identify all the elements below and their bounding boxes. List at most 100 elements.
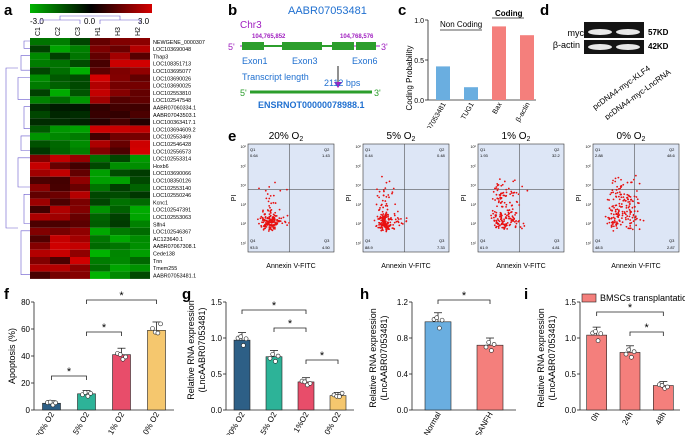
flow-dot (512, 180, 515, 183)
flow-dot (497, 225, 500, 228)
flow-dot (270, 202, 273, 205)
heatmap-cell (50, 96, 70, 104)
heatmap-cell (70, 118, 90, 126)
arrow-down-icon (334, 82, 342, 88)
y-tick-label: 1.0 (211, 334, 223, 343)
flow-dot (624, 216, 627, 219)
flow-dot (385, 223, 388, 226)
flow-dot (612, 229, 615, 232)
quad-q1-label: Q1 (595, 147, 601, 152)
y-tick-label: 0.0 (565, 406, 577, 415)
data-point (302, 379, 307, 385)
flow-dot (380, 219, 383, 222)
flow-dot (494, 199, 496, 201)
gene-start: 104,765,852 (252, 34, 286, 40)
heatmap-color-scale (30, 4, 152, 13)
significance-bracket (273, 327, 307, 332)
heatmap-cell (90, 154, 110, 163)
flow-y-tick: 10⁵ (356, 164, 362, 168)
dendrogram-branch (23, 106, 30, 129)
quad-q2-label: Q2 (324, 147, 330, 152)
data-point (595, 338, 601, 343)
flow-dot (608, 207, 611, 210)
heatmap-cell (90, 132, 110, 141)
heatmap-cell (50, 81, 70, 90)
flow-dot (268, 223, 270, 226)
heatmap-cell (70, 74, 90, 82)
flow-dot (262, 221, 265, 224)
flow-dot (376, 194, 379, 197)
flow-y-tick: 10¹ (471, 241, 477, 245)
flow-dot (388, 180, 391, 183)
flow-dot (631, 206, 634, 209)
heatmap-cell (70, 140, 90, 148)
flow-dot (630, 181, 633, 184)
noncoding-label: Non Coding (440, 20, 482, 29)
scale-low: -3.0 (30, 17, 44, 26)
flow-dot (268, 213, 271, 216)
flow-dot (611, 221, 613, 224)
heatmap-cell (50, 271, 70, 279)
heatmap-row-label: LOC102547391 (153, 208, 191, 214)
data-point (437, 325, 442, 331)
heatmap-col-label: H1 (95, 27, 102, 36)
flow-dot (385, 214, 388, 217)
heatmap-row-label: LOC103690066 (153, 171, 191, 177)
heatmap-cell (70, 198, 90, 206)
flow-dot (267, 230, 270, 232)
flow-y-tick: 10⁵ (241, 164, 247, 168)
flow-dot (265, 224, 268, 226)
data-point (339, 390, 345, 396)
heatmap-cell (50, 162, 70, 170)
x-tick-label: 20% O2 (34, 410, 57, 435)
flow-dot (616, 191, 619, 194)
flow-dot (269, 224, 272, 227)
flow-dot (497, 183, 500, 186)
flow-dot (400, 218, 402, 220)
flow-dot (619, 223, 622, 226)
scale-mid: 0.0 (84, 17, 96, 26)
heatmap-col-label: C2 (55, 27, 62, 36)
flow-dot (501, 183, 504, 186)
flow-dot (614, 177, 617, 180)
heatmap-cell (30, 242, 50, 250)
heatmap-cell (70, 81, 90, 90)
heatmap-row-label: LOC102550246 (153, 193, 191, 199)
flow-ylabel: PI (576, 195, 583, 202)
flow-dot (624, 199, 627, 202)
flow-dot (373, 219, 376, 222)
flow-dot (608, 221, 611, 224)
flow-dot (384, 226, 387, 229)
heatmap-cell (90, 227, 110, 236)
flow-xlabel: Annexin V-FITC (611, 263, 660, 270)
quad-q3-label: Q3 (554, 238, 560, 243)
flow-dot (636, 190, 638, 192)
flow-dot (609, 193, 612, 196)
panel-label-b: b (228, 2, 238, 19)
heatmap-cell (90, 198, 110, 206)
flow-dot (635, 224, 638, 227)
flow-dot (620, 217, 623, 220)
heatmap-cell (90, 103, 110, 111)
heatmap-cell (90, 264, 110, 272)
quad-q1-value: 2.88 (595, 153, 604, 158)
y-tick-label: 1.2 (397, 298, 409, 307)
data-point (626, 347, 631, 353)
flow-dot (378, 221, 380, 224)
significance-star: * (102, 322, 107, 334)
heatmap-panel: -3.0 0.0 3.0 C1 C2 C3 H1 H3 H2 NEWGENE_000030… (5, 4, 205, 279)
quad-q3-label: Q3 (669, 238, 675, 243)
significance-bracket (51, 375, 87, 380)
flow-dot (502, 194, 505, 197)
flow-dot (397, 218, 400, 220)
flow-dot (628, 205, 631, 207)
apoptosis-chart: Apoptosis (%) 0 20 40 60 80 20% O2 5% O2 1% O2 0… (7, 290, 174, 435)
flow-dot (267, 200, 270, 203)
flow-dot (385, 195, 388, 198)
heatmap-cell (30, 264, 50, 272)
flow-dot (385, 203, 388, 205)
heatmap-cell (90, 213, 110, 221)
flow-dot (380, 216, 383, 219)
flow-dot (268, 217, 271, 220)
heatmap-cell (110, 154, 130, 163)
